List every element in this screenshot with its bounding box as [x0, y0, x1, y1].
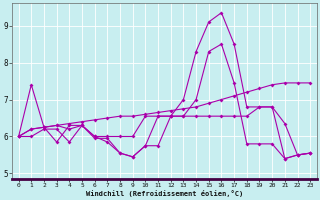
X-axis label: Windchill (Refroidissement éolien,°C): Windchill (Refroidissement éolien,°C)	[86, 190, 243, 197]
